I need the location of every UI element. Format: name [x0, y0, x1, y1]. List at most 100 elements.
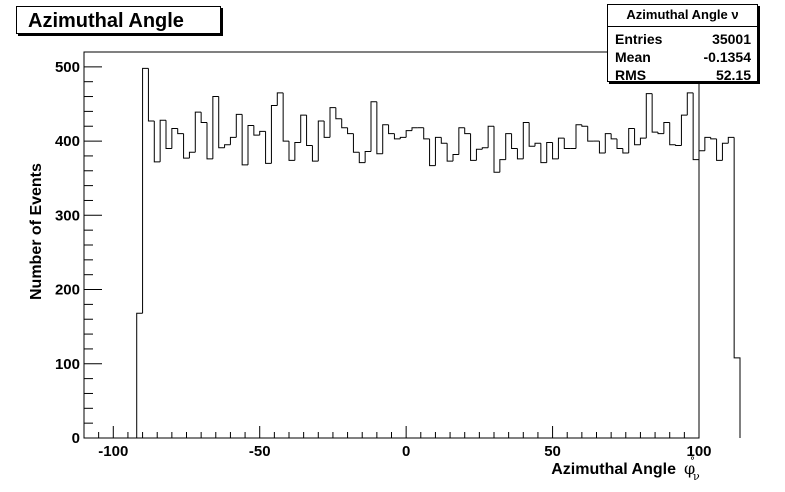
- histogram-bin: [557, 137, 565, 159]
- histogram-bin: [171, 127, 178, 149]
- histogram-bin: [499, 159, 506, 173]
- y-tick-label: 0: [72, 430, 80, 447]
- histogram-bin: [516, 148, 524, 160]
- histogram-bin: [434, 136, 442, 166]
- histogram-bin: [282, 92, 289, 142]
- stats-entries-label: Entries: [615, 31, 663, 47]
- y-tick-label: 200: [55, 282, 80, 299]
- histogram-bin: [733, 137, 741, 438]
- histogram-bin: [651, 93, 658, 133]
- histogram-bin: [487, 125, 494, 148]
- histogram-bin: [716, 138, 723, 161]
- histogram-bin: [616, 138, 623, 149]
- histogram-bin: [153, 121, 161, 163]
- chart-title: Azimuthal Angle: [28, 10, 184, 32]
- histogram-bin: [194, 111, 202, 153]
- histogram-bin: [335, 107, 342, 120]
- stats-rms-label: RMS: [615, 67, 647, 83]
- histogram-bin: [235, 113, 243, 138]
- x-axis: -100 -50 0 50 100: [83, 426, 712, 460]
- histogram-bin: [399, 136, 407, 139]
- histogram-bin: [218, 96, 225, 149]
- stats-row-rms: RMS 52.15: [615, 67, 751, 85]
- histogram-bin: [522, 122, 530, 159]
- histogram-bin: [587, 126, 594, 142]
- histogram-bin: [639, 137, 647, 145]
- histogram-bin: [147, 68, 155, 122]
- histogram-bin: [669, 122, 676, 146]
- histogram-bin: [382, 124, 389, 154]
- histogram-bin: [446, 143, 453, 162]
- histogram-bars: [136, 67, 741, 438]
- histogram-bin: [159, 119, 166, 162]
- histogram-bin: [628, 127, 635, 153]
- histogram-bin: [276, 92, 284, 106]
- stats-divider: [608, 26, 757, 27]
- histogram-bin: [294, 142, 301, 161]
- histogram-bin: [464, 127, 471, 135]
- histogram-bin: [323, 121, 330, 138]
- histogram-bin: [686, 92, 694, 116]
- histogram-bin: [311, 145, 319, 162]
- x-tick-label: 0: [402, 443, 410, 460]
- histogram-bin: [411, 127, 418, 131]
- histogram-bin: [458, 127, 465, 155]
- y-tick-label: 500: [55, 59, 80, 76]
- x-axis-title-subscript: ν: [693, 470, 700, 483]
- histogram-bin: [136, 312, 143, 438]
- x-axis-title-text: Azimuthal Angle: [551, 461, 676, 478]
- histogram-bin: [692, 92, 699, 161]
- chart-title-box: Azimuthal Angle: [16, 6, 221, 34]
- histogram-bin: [165, 120, 172, 149]
- histogram-bin: [470, 133, 477, 161]
- histogram-bin: [657, 132, 664, 135]
- x-tick-label: 50: [544, 443, 561, 460]
- histogram-bin: [352, 133, 360, 153]
- histogram-bin: [300, 114, 307, 143]
- histogram-bin: [405, 130, 412, 138]
- x-axis-title-symbol: φ: [684, 459, 695, 478]
- histogram-bin: [663, 122, 670, 134]
- histogram-bin: [704, 136, 711, 151]
- histogram-bin: [481, 147, 489, 150]
- histogram-bin: [452, 153, 459, 162]
- histogram-bin: [358, 152, 366, 164]
- histogram-bin: [575, 124, 582, 149]
- histogram-bin: [423, 127, 430, 140]
- histogram-bin: [698, 150, 705, 160]
- histogram-bin: [347, 127, 354, 135]
- x-axis-title: Azimuthal Angle φ ν °: [551, 456, 700, 483]
- histogram-bin: [721, 142, 729, 161]
- histogram-bin: [598, 141, 606, 154]
- histogram-bin: [341, 118, 348, 129]
- histogram-bin: [552, 142, 559, 160]
- x-tick-label: -100: [98, 443, 128, 460]
- histogram-bin: [393, 133, 401, 140]
- histogram-bin: [505, 133, 512, 160]
- histogram-bin: [546, 142, 553, 163]
- histogram-bin: [200, 112, 207, 124]
- histogram-bin: [581, 124, 588, 127]
- histogram-bin: [534, 142, 541, 147]
- histogram-bin: [224, 144, 231, 148]
- y-axis-title: Number of Events: [28, 163, 45, 300]
- histogram-bin: [727, 136, 735, 144]
- stats-row-entries: Entries 35001: [615, 31, 751, 49]
- histogram-bin: [306, 115, 313, 147]
- y-tick-label: 300: [55, 207, 80, 224]
- histogram-bin: [604, 133, 612, 153]
- histogram-bin: [528, 122, 535, 147]
- stats-mean-label: Mean: [615, 49, 651, 65]
- histogram-bin: [388, 124, 395, 135]
- histogram-bin: [475, 148, 483, 161]
- histogram-bin: [540, 143, 547, 164]
- stats-row-mean: Mean -0.1354: [615, 49, 751, 67]
- histogram-bin: [511, 133, 518, 149]
- x-axis-title-superscript: °: [690, 456, 695, 467]
- histogram-bin: [364, 150, 371, 163]
- x-tick-label: 100: [686, 443, 711, 460]
- histogram-bin: [610, 133, 617, 140]
- y-tick-label: 100: [55, 356, 80, 373]
- y-axis: 0 100 200 300 400 500: [55, 51, 102, 447]
- histogram-bin: [710, 137, 717, 140]
